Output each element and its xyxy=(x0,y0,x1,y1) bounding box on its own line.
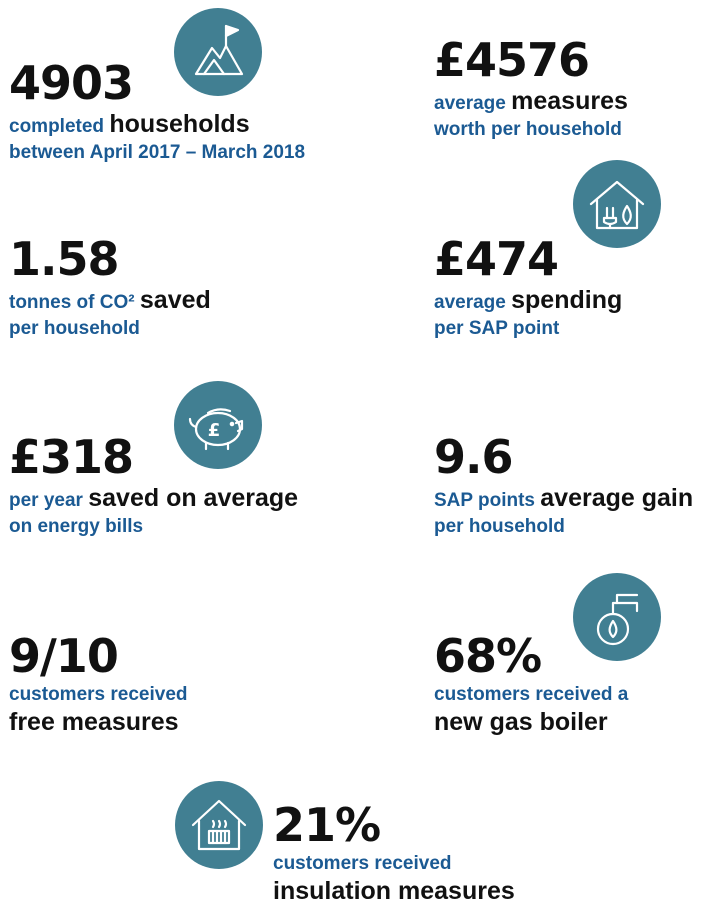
stat-insulation-measures: 21% customers received insulation measur… xyxy=(273,802,515,904)
mountain-flag-icon xyxy=(174,8,262,96)
gas-boiler-icon xyxy=(573,573,661,661)
stat-label-blue: SAP points xyxy=(434,490,541,511)
house-plug-icon xyxy=(573,160,661,248)
stat-label-black: saved xyxy=(139,286,211,314)
stat-label-blue: customers received xyxy=(9,684,188,705)
stat-value: £474 xyxy=(434,232,559,286)
house-insulation-icon xyxy=(175,781,263,869)
stat-value: £4576 xyxy=(434,33,590,87)
stat-sublabel: between April 2017 – March 2018 xyxy=(9,142,306,163)
stat-spending-per-sap-point: £474 average spending per SAP point xyxy=(434,236,622,338)
stat-value: 21% xyxy=(273,798,381,852)
stat-label-black: saved on average xyxy=(88,484,299,512)
stat-free-measures: 9/10 customers received free measures xyxy=(9,633,188,735)
stat-label-black: new gas boiler xyxy=(434,708,608,736)
stat-yearly-savings: £318 per year saved on average on energy… xyxy=(9,434,298,536)
stat-sublabel: per SAP point xyxy=(434,318,560,339)
stat-label-black: households xyxy=(109,110,250,138)
stat-label-blue: average xyxy=(434,93,512,114)
stat-value: 9/10 xyxy=(9,629,119,683)
stat-value: £318 xyxy=(9,430,134,484)
stat-value: 9.6 xyxy=(434,430,514,484)
stat-label-blue: customers received a xyxy=(434,684,629,705)
stat-sublabel: worth per household xyxy=(434,119,622,140)
stat-sublabel: per household xyxy=(9,318,140,339)
stat-label-blue: per year xyxy=(9,490,89,511)
stat-value: 68% xyxy=(434,629,542,683)
stat-new-gas-boiler: 68% customers received a new gas boiler xyxy=(434,633,628,735)
stat-label-blue: average xyxy=(434,292,512,313)
stat-value: 4903 xyxy=(9,56,134,110)
stat-label-blue: tonnes of CO² xyxy=(9,292,140,313)
piggy-bank-icon: £ xyxy=(174,381,262,469)
stat-label-black: average gain xyxy=(540,484,694,512)
stat-value: 1.58 xyxy=(9,232,119,286)
stat-label-black: insulation measures xyxy=(273,877,515,905)
stat-sublabel: per household xyxy=(434,516,565,537)
stat-label-black: measures xyxy=(511,87,628,115)
stat-co2-saved: 1.58 tonnes of CO² saved per household xyxy=(9,236,211,338)
stat-completed-households: 4903 completed households between April … xyxy=(9,60,305,162)
stat-label-blue: customers received xyxy=(273,853,452,874)
stat-label-black: spending xyxy=(511,286,623,314)
stat-average-measures-worth: £4576 average measures worth per househo… xyxy=(434,37,628,139)
stat-sublabel: on energy bills xyxy=(9,516,144,537)
stat-label-black: free measures xyxy=(9,708,179,736)
stat-sap-points-gain: 9.6 SAP points average gain per househol… xyxy=(434,434,693,536)
svg-text:£: £ xyxy=(208,420,221,441)
stat-label-blue: completed xyxy=(9,116,110,137)
